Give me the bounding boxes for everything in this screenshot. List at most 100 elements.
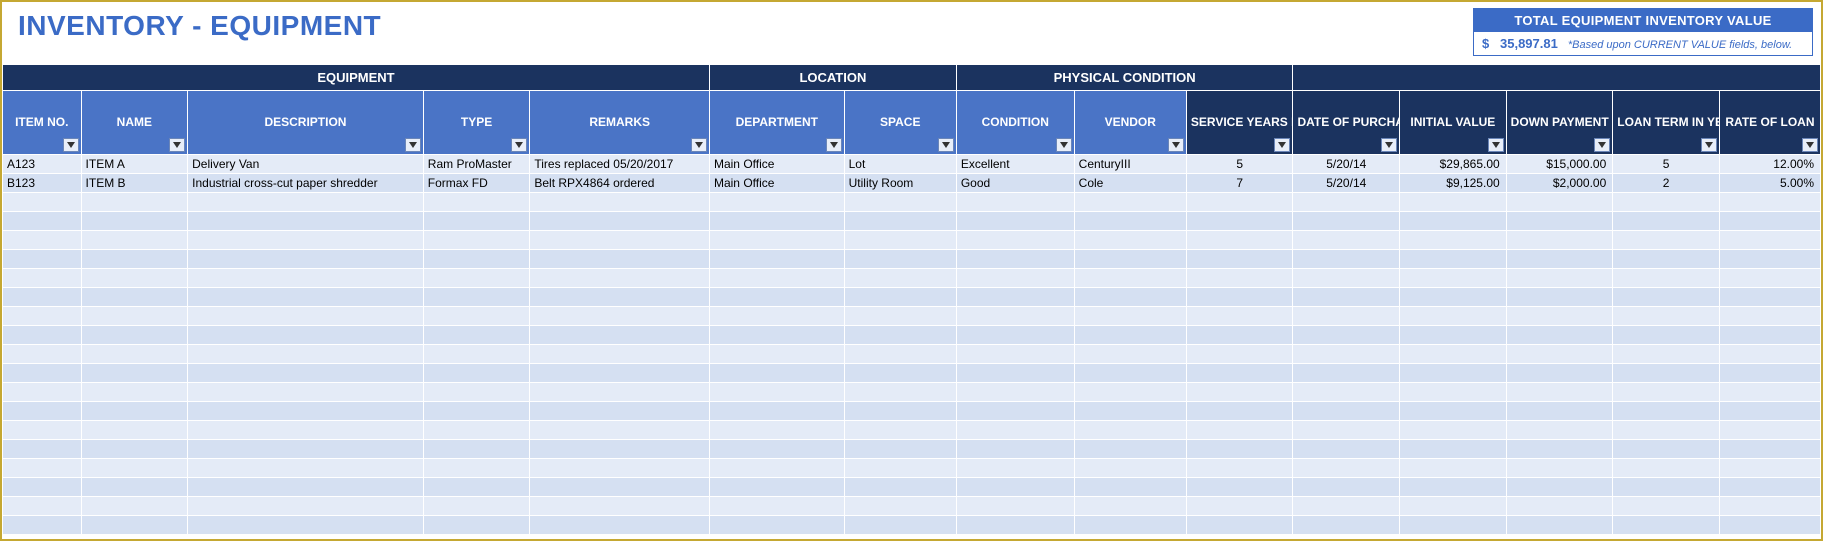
cell-empty[interactable]	[844, 307, 956, 326]
cell-empty[interactable]	[709, 383, 844, 402]
cell-empty[interactable]	[530, 307, 710, 326]
cell-empty[interactable]	[3, 421, 82, 440]
cell-empty[interactable]	[1293, 288, 1400, 307]
cell-empty[interactable]	[709, 326, 844, 345]
cell-empty[interactable]	[709, 288, 844, 307]
cell-empty[interactable]	[1719, 212, 1820, 231]
cell-empty[interactable]	[956, 421, 1074, 440]
cell-empty[interactable]	[1400, 440, 1507, 459]
filter-dropdown-purchaseDate[interactable]	[1381, 138, 1397, 152]
cell-empty[interactable]	[709, 212, 844, 231]
cell-empty[interactable]	[188, 497, 424, 516]
filter-dropdown-department[interactable]	[826, 138, 842, 152]
cell-empty[interactable]	[1400, 459, 1507, 478]
cell-purchaseDate[interactable]: 5/20/14	[1293, 174, 1400, 193]
cell-empty[interactable]	[3, 459, 82, 478]
cell-empty[interactable]	[530, 212, 710, 231]
cell-empty[interactable]	[188, 440, 424, 459]
cell-empty[interactable]	[81, 326, 188, 345]
cell-empty[interactable]	[1400, 345, 1507, 364]
cell-empty[interactable]	[188, 326, 424, 345]
cell-empty[interactable]	[709, 402, 844, 421]
filter-dropdown-rateOfLoan[interactable]	[1802, 138, 1818, 152]
cell-empty[interactable]	[3, 269, 82, 288]
cell-empty[interactable]	[1719, 250, 1820, 269]
cell-empty[interactable]	[844, 250, 956, 269]
cell-empty[interactable]	[423, 231, 530, 250]
cell-empty[interactable]	[844, 440, 956, 459]
cell-empty[interactable]	[709, 440, 844, 459]
cell-empty[interactable]	[530, 250, 710, 269]
cell-empty[interactable]	[188, 269, 424, 288]
cell-empty[interactable]	[188, 307, 424, 326]
cell-vendor[interactable]: Cole	[1074, 174, 1186, 193]
cell-empty[interactable]	[956, 326, 1074, 345]
cell-empty[interactable]	[1719, 421, 1820, 440]
cell-empty[interactable]	[844, 288, 956, 307]
cell-empty[interactable]	[1506, 212, 1613, 231]
cell-empty[interactable]	[1613, 478, 1720, 497]
cell-empty[interactable]	[1293, 250, 1400, 269]
cell-empty[interactable]	[1719, 364, 1820, 383]
cell-empty[interactable]	[1719, 478, 1820, 497]
cell-empty[interactable]	[956, 364, 1074, 383]
cell-empty[interactable]	[844, 326, 956, 345]
cell-empty[interactable]	[844, 383, 956, 402]
cell-empty[interactable]	[1400, 478, 1507, 497]
cell-empty[interactable]	[3, 383, 82, 402]
cell-empty[interactable]	[709, 364, 844, 383]
cell-empty[interactable]	[81, 307, 188, 326]
cell-empty[interactable]	[1074, 345, 1186, 364]
cell-empty[interactable]	[1506, 383, 1613, 402]
cell-empty[interactable]	[423, 193, 530, 212]
table-row[interactable]: A123ITEM ADelivery VanRam ProMasterTires…	[3, 155, 1821, 174]
filter-dropdown-description[interactable]	[405, 138, 421, 152]
cell-empty[interactable]	[1400, 326, 1507, 345]
cell-empty[interactable]	[709, 345, 844, 364]
cell-empty[interactable]	[844, 231, 956, 250]
cell-empty[interactable]	[1719, 231, 1820, 250]
cell-empty[interactable]	[423, 459, 530, 478]
cell-name[interactable]: ITEM B	[81, 174, 188, 193]
cell-empty[interactable]	[1613, 459, 1720, 478]
cell-empty[interactable]	[1613, 440, 1720, 459]
table-row-empty[interactable]	[3, 193, 1821, 212]
cell-empty[interactable]	[530, 326, 710, 345]
cell-empty[interactable]	[81, 402, 188, 421]
cell-empty[interactable]	[1719, 440, 1820, 459]
cell-empty[interactable]	[188, 231, 424, 250]
cell-empty[interactable]	[3, 231, 82, 250]
cell-empty[interactable]	[844, 459, 956, 478]
cell-empty[interactable]	[1293, 231, 1400, 250]
cell-empty[interactable]	[188, 421, 424, 440]
cell-empty[interactable]	[1613, 269, 1720, 288]
cell-empty[interactable]	[1186, 497, 1293, 516]
cell-empty[interactable]	[81, 516, 188, 535]
cell-empty[interactable]	[81, 212, 188, 231]
cell-empty[interactable]	[81, 250, 188, 269]
cell-empty[interactable]	[844, 193, 956, 212]
cell-empty[interactable]	[1074, 383, 1186, 402]
cell-empty[interactable]	[3, 307, 82, 326]
cell-empty[interactable]	[956, 269, 1074, 288]
cell-serviceYears[interactable]: 7	[1186, 174, 1293, 193]
cell-empty[interactable]	[1186, 364, 1293, 383]
cell-empty[interactable]	[81, 364, 188, 383]
cell-empty[interactable]	[1613, 326, 1720, 345]
cell-empty[interactable]	[1613, 231, 1720, 250]
cell-empty[interactable]	[1719, 326, 1820, 345]
cell-empty[interactable]	[530, 269, 710, 288]
cell-empty[interactable]	[1400, 516, 1507, 535]
cell-empty[interactable]	[1074, 478, 1186, 497]
cell-empty[interactable]	[423, 516, 530, 535]
cell-empty[interactable]	[1074, 364, 1186, 383]
cell-empty[interactable]	[956, 231, 1074, 250]
cell-empty[interactable]	[1613, 383, 1720, 402]
cell-empty[interactable]	[1719, 497, 1820, 516]
table-row-empty[interactable]	[3, 326, 1821, 345]
filter-dropdown-space[interactable]	[938, 138, 954, 152]
cell-empty[interactable]	[1293, 478, 1400, 497]
cell-empty[interactable]	[1293, 383, 1400, 402]
cell-empty[interactable]	[1506, 421, 1613, 440]
table-row[interactable]: B123ITEM BIndustrial cross-cut paper shr…	[3, 174, 1821, 193]
